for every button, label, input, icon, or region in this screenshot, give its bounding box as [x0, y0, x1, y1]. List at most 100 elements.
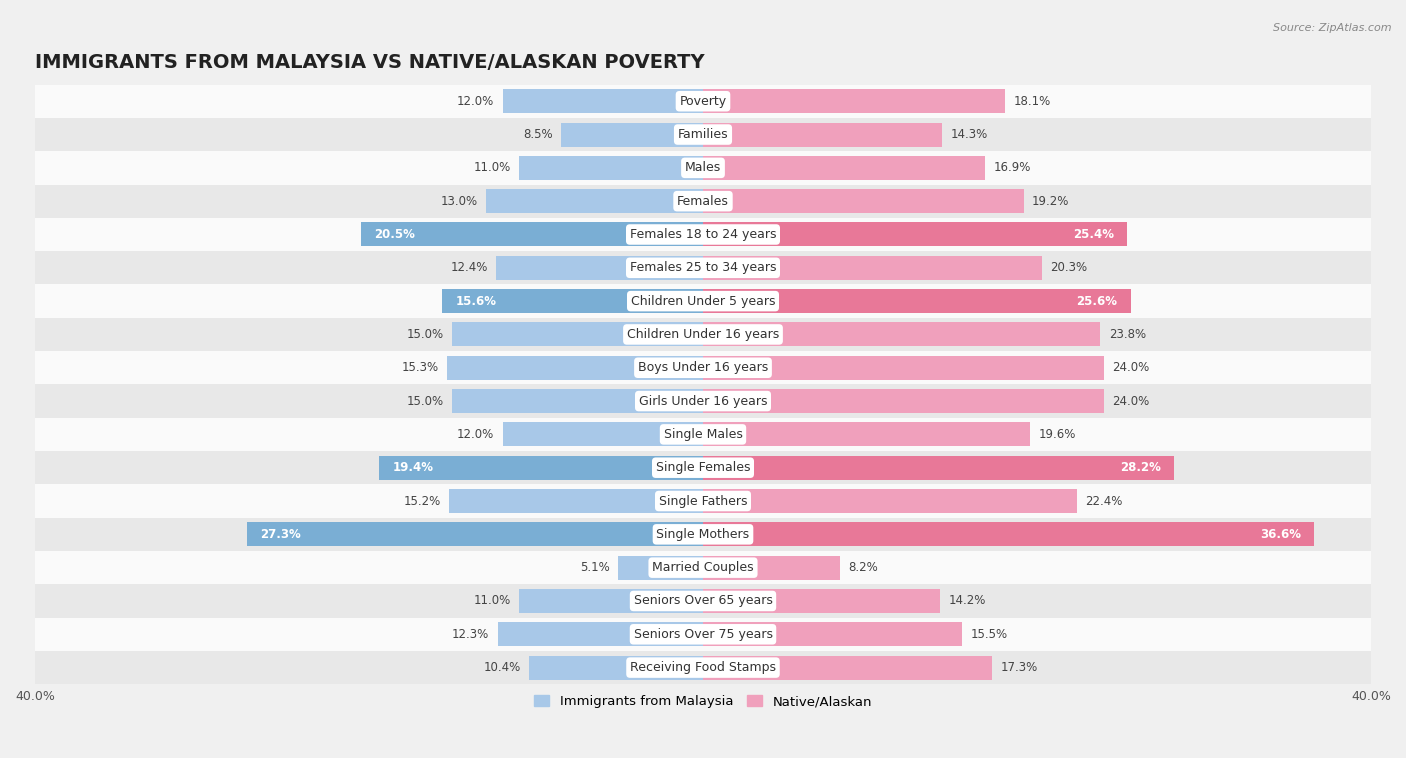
Text: 36.6%: 36.6%: [1260, 528, 1301, 541]
Bar: [561, 123, 703, 146]
Text: 20.3%: 20.3%: [1050, 262, 1087, 274]
Bar: [35, 118, 1371, 151]
Text: 25.6%: 25.6%: [1076, 295, 1118, 308]
Bar: [486, 190, 703, 213]
Bar: [35, 651, 1371, 684]
Text: 12.0%: 12.0%: [457, 95, 495, 108]
Bar: [35, 251, 1371, 284]
Text: 19.2%: 19.2%: [1032, 195, 1070, 208]
Text: 16.9%: 16.9%: [994, 161, 1031, 174]
Text: Females 25 to 34 years: Females 25 to 34 years: [630, 262, 776, 274]
Bar: [703, 123, 942, 146]
Bar: [703, 389, 1104, 413]
Text: 25.4%: 25.4%: [1073, 228, 1114, 241]
Text: Source: ZipAtlas.com: Source: ZipAtlas.com: [1274, 23, 1392, 33]
Bar: [35, 351, 1371, 384]
Text: 14.2%: 14.2%: [949, 594, 986, 607]
Bar: [519, 589, 703, 613]
Text: 15.2%: 15.2%: [404, 494, 441, 508]
Bar: [453, 322, 703, 346]
Text: 11.0%: 11.0%: [474, 594, 510, 607]
Bar: [703, 456, 1174, 480]
Bar: [35, 551, 1371, 584]
Bar: [703, 489, 1077, 513]
Text: Seniors Over 65 years: Seniors Over 65 years: [634, 594, 772, 607]
Text: Seniors Over 75 years: Seniors Over 75 years: [634, 628, 772, 641]
Text: 15.0%: 15.0%: [406, 328, 444, 341]
Bar: [35, 384, 1371, 418]
Bar: [35, 451, 1371, 484]
Text: 12.0%: 12.0%: [457, 428, 495, 441]
Bar: [498, 622, 703, 647]
Text: 22.4%: 22.4%: [1085, 494, 1123, 508]
Legend: Immigrants from Malaysia, Native/Alaskan: Immigrants from Malaysia, Native/Alaskan: [529, 690, 877, 713]
Bar: [703, 522, 1315, 547]
Bar: [35, 151, 1371, 184]
Bar: [360, 223, 703, 246]
Bar: [35, 85, 1371, 118]
Text: 24.0%: 24.0%: [1112, 395, 1150, 408]
Bar: [703, 622, 962, 647]
Text: IMMIGRANTS FROM MALAYSIA VS NATIVE/ALASKAN POVERTY: IMMIGRANTS FROM MALAYSIA VS NATIVE/ALASK…: [35, 53, 704, 72]
Bar: [703, 589, 941, 613]
Bar: [496, 255, 703, 280]
Bar: [617, 556, 703, 580]
Bar: [35, 184, 1371, 218]
Bar: [247, 522, 703, 547]
Text: Single Fathers: Single Fathers: [659, 494, 747, 508]
Bar: [35, 584, 1371, 618]
Bar: [35, 284, 1371, 318]
Text: 20.5%: 20.5%: [374, 228, 415, 241]
Text: 5.1%: 5.1%: [579, 561, 609, 574]
Bar: [519, 156, 703, 180]
Bar: [453, 389, 703, 413]
Text: 24.0%: 24.0%: [1112, 362, 1150, 374]
Bar: [703, 422, 1031, 446]
Bar: [703, 156, 986, 180]
Text: 28.2%: 28.2%: [1119, 461, 1160, 475]
Text: Single Mothers: Single Mothers: [657, 528, 749, 541]
Bar: [703, 289, 1130, 313]
Text: 13.0%: 13.0%: [440, 195, 478, 208]
Text: 19.4%: 19.4%: [392, 461, 433, 475]
Text: Boys Under 16 years: Boys Under 16 years: [638, 362, 768, 374]
Bar: [703, 255, 1042, 280]
Text: 12.3%: 12.3%: [451, 628, 489, 641]
Bar: [35, 618, 1371, 651]
Text: 15.6%: 15.6%: [456, 295, 496, 308]
Text: Children Under 5 years: Children Under 5 years: [631, 295, 775, 308]
Text: 23.8%: 23.8%: [1109, 328, 1146, 341]
Text: 10.4%: 10.4%: [484, 661, 522, 674]
Text: 15.3%: 15.3%: [402, 362, 439, 374]
Bar: [35, 484, 1371, 518]
Text: Families: Families: [678, 128, 728, 141]
Text: 27.3%: 27.3%: [260, 528, 301, 541]
Text: Children Under 16 years: Children Under 16 years: [627, 328, 779, 341]
Text: Single Females: Single Females: [655, 461, 751, 475]
Text: 15.5%: 15.5%: [970, 628, 1007, 641]
Text: Single Males: Single Males: [664, 428, 742, 441]
Bar: [703, 356, 1104, 380]
Text: Females: Females: [678, 195, 728, 208]
Text: Married Couples: Married Couples: [652, 561, 754, 574]
Bar: [502, 422, 703, 446]
Bar: [35, 318, 1371, 351]
Bar: [703, 322, 1101, 346]
Bar: [380, 456, 703, 480]
Text: Males: Males: [685, 161, 721, 174]
Text: 15.0%: 15.0%: [406, 395, 444, 408]
Text: 19.6%: 19.6%: [1039, 428, 1076, 441]
Bar: [447, 356, 703, 380]
Bar: [35, 218, 1371, 251]
Bar: [35, 418, 1371, 451]
Bar: [449, 489, 703, 513]
Bar: [35, 518, 1371, 551]
Bar: [529, 656, 703, 680]
Bar: [502, 89, 703, 113]
Text: 12.4%: 12.4%: [450, 262, 488, 274]
Text: Receiving Food Stamps: Receiving Food Stamps: [630, 661, 776, 674]
Bar: [443, 289, 703, 313]
Bar: [703, 89, 1005, 113]
Text: 18.1%: 18.1%: [1014, 95, 1050, 108]
Bar: [703, 656, 993, 680]
